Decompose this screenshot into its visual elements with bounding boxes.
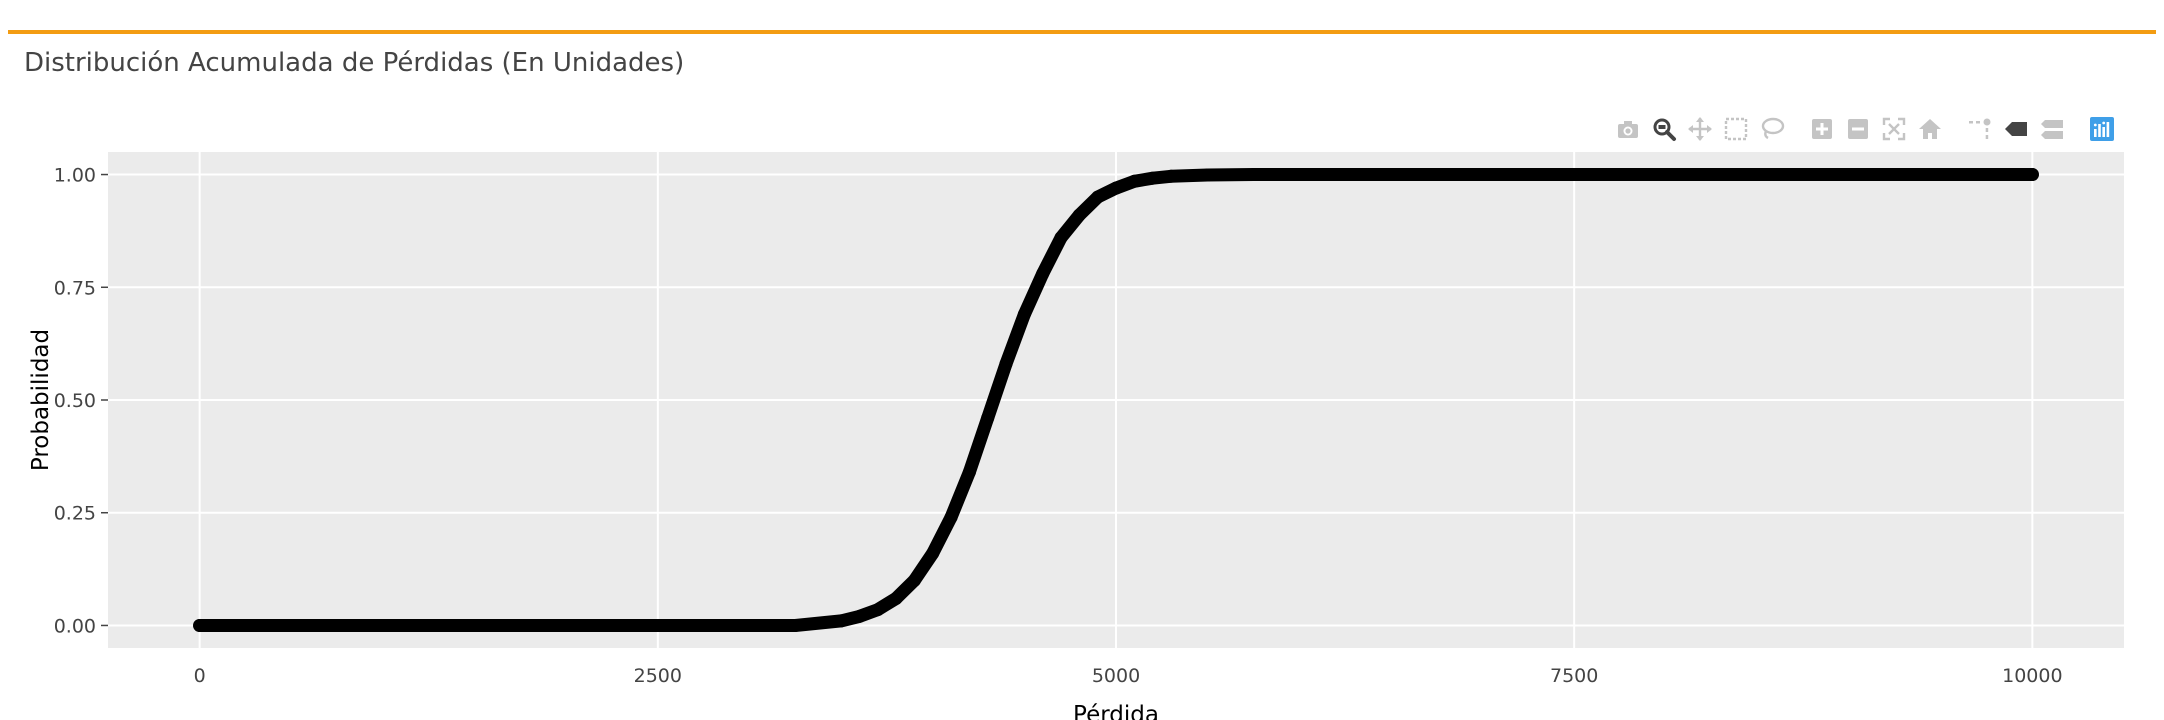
data-point: [907, 573, 921, 587]
modebar-group: [2084, 112, 2120, 146]
hover-closest-icon: [2005, 122, 2027, 136]
data-point: [834, 614, 848, 628]
y-tick-label: 0.50: [54, 390, 96, 412]
series-line: [193, 168, 2039, 632]
data-point: [1146, 171, 1160, 185]
reset-axes-button[interactable]: [1912, 112, 1948, 146]
modebar-group: [1610, 112, 1790, 146]
x-tick-label: 0: [194, 665, 206, 687]
data-point: [2025, 168, 2039, 181]
data-point: [981, 411, 995, 425]
zoom-in-icon: [1812, 119, 1832, 139]
data-point: [1247, 168, 1260, 181]
data-point: [1017, 307, 1031, 321]
data-point: [193, 619, 207, 632]
hover-compare-button[interactable]: [2034, 112, 2070, 146]
lasso-select-icon: [1761, 117, 1785, 140]
data-point: [1054, 231, 1068, 245]
data-point: [1659, 168, 1673, 181]
pan-icon: [1688, 117, 1712, 141]
data-point: [559, 619, 573, 632]
modebar: [1610, 112, 2134, 146]
zoom-out-button[interactable]: [1840, 112, 1876, 146]
data-point: [962, 465, 976, 479]
plotly-logo-icon: [2090, 117, 2114, 141]
data-point: [468, 619, 481, 632]
zoom-in-button[interactable]: [1804, 112, 1840, 146]
hover-compare-icon: [2041, 120, 2063, 139]
data-point: [743, 619, 756, 632]
data-point: [1567, 168, 1581, 181]
modebar-group: [1962, 112, 2070, 146]
y-axis-title: Probabilidad: [28, 329, 54, 471]
panel-top-border: [8, 30, 2156, 34]
spike-lines-icon: [1969, 118, 1991, 139]
data-point: [999, 357, 1013, 371]
x-tick-label: 10000: [2002, 665, 2062, 687]
data-point: [1751, 168, 1764, 181]
y-tick-label: 0.25: [54, 503, 96, 525]
data-point: [1164, 169, 1178, 183]
camera-button[interactable]: [1610, 112, 1646, 146]
zoom-icon: [1653, 118, 1676, 141]
spike-lines-button[interactable]: [1962, 112, 1998, 146]
data-point: [1934, 168, 1948, 181]
zoom-button[interactable]: [1646, 112, 1682, 146]
y-tick-label: 0.00: [54, 615, 96, 637]
data-point: [1072, 208, 1086, 222]
data-point: [1384, 168, 1398, 181]
data-point: [852, 609, 866, 623]
hover-closest-button[interactable]: [1998, 112, 2034, 146]
data-point: [284, 619, 298, 632]
y-axis-ticks: 0.00 0.25 0.50 0.75 1.00: [54, 165, 108, 637]
x-tick-label: 5000: [1092, 665, 1140, 687]
x-axis-ticks: 0 2500 5000 7500 10000: [194, 665, 2063, 687]
plotly-logo-button[interactable]: [2084, 112, 2120, 146]
data-point: [1842, 168, 1856, 181]
data-point: [889, 591, 903, 605]
data-point: [926, 546, 940, 560]
data-point: [788, 619, 802, 632]
series-layer: [193, 168, 2039, 632]
lasso-select-button[interactable]: [1754, 112, 1790, 146]
autoscale-button[interactable]: [1876, 112, 1912, 146]
zoom-out-icon: [1848, 119, 1868, 139]
data-point: [1109, 181, 1123, 195]
autoscale-icon: [1882, 117, 1906, 141]
camera-icon: [1618, 121, 1638, 138]
y-tick-label: 1.00: [54, 165, 96, 187]
data-point: [1127, 174, 1141, 188]
x-axis-title: Pérdida: [1073, 702, 1159, 720]
data-point: [1036, 267, 1050, 281]
x-tick-label: 2500: [634, 665, 682, 687]
box-select-button[interactable]: [1718, 112, 1754, 146]
data-point: [1292, 168, 1306, 181]
y-tick-label: 0.75: [54, 277, 96, 299]
data-point: [1201, 168, 1215, 182]
reset-axes-icon: [1919, 119, 1941, 139]
pan-button[interactable]: [1682, 112, 1718, 146]
data-point: [1091, 190, 1105, 204]
data-point: [871, 603, 885, 617]
x-tick-label: 7500: [1550, 665, 1598, 687]
box-select-icon: [1724, 117, 1748, 141]
modebar-group: [1804, 112, 1948, 146]
data-point: [1476, 168, 1489, 181]
panel-title: Distribución Acumulada de Pérdidas (En U…: [24, 48, 685, 78]
data-point: [376, 619, 390, 632]
data-point: [651, 619, 665, 632]
data-point: [944, 510, 958, 524]
